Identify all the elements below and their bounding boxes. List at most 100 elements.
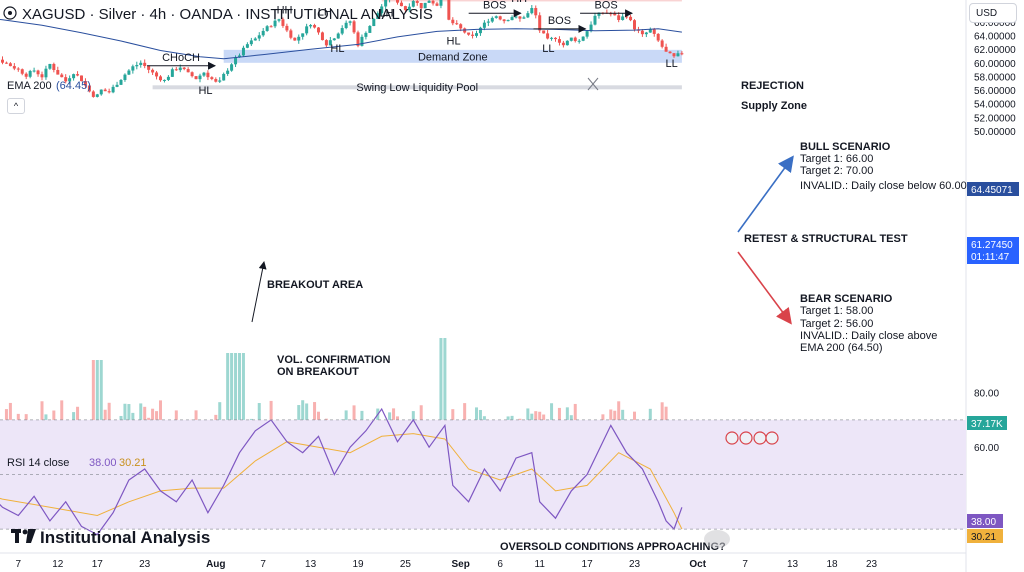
price-tick-label: 54.00000	[974, 100, 1016, 111]
candle	[550, 37, 554, 39]
signal-label: BOS	[483, 0, 506, 11]
oversold-label: OVERSOLD CONDITIONS APPROACHING?	[500, 541, 726, 553]
candle	[668, 51, 672, 54]
time-tick-label: 6	[497, 559, 503, 570]
zone-liquidity	[152, 85, 682, 90]
oversold-highlight	[704, 530, 730, 548]
candle	[435, 3, 439, 6]
candle	[317, 27, 320, 33]
signal-label: CHoCH	[162, 52, 200, 64]
candle	[107, 91, 111, 93]
volume-bar	[95, 360, 99, 448]
svg-text:30.21: 30.21	[971, 532, 996, 543]
time-axis[interactable]: 7 12 17 23 Aug 7 13 19 25 Sep 6 11 17 23 Oct 7 13 18 23	[16, 559, 878, 570]
candle	[593, 15, 597, 25]
candle	[273, 20, 277, 27]
candle	[502, 19, 506, 22]
volume-bar	[230, 353, 234, 448]
candle	[609, 13, 613, 15]
candle	[76, 74, 80, 76]
bear-target-1: Target 1: 58.00	[800, 305, 873, 317]
candle	[214, 79, 218, 82]
candle	[557, 39, 561, 43]
candle	[565, 40, 569, 46]
volume-bar	[439, 338, 443, 448]
signal-label: BOS	[548, 15, 571, 27]
ema-200-line	[0, 19, 682, 60]
time-tick-label: 7	[16, 559, 22, 570]
time-tick-label: Aug	[206, 559, 225, 570]
candle	[676, 53, 680, 57]
candle	[64, 77, 68, 82]
currency-selector[interactable]: USD	[969, 3, 1017, 23]
rsi-line	[0, 407, 683, 536]
candle	[629, 16, 633, 21]
structure-label: LL	[542, 43, 554, 55]
candle	[482, 22, 486, 28]
last-price-badge: 61.27450 01:11:47	[967, 237, 1019, 264]
candle	[119, 80, 123, 85]
ema-legend-value: (64.45)	[56, 80, 91, 92]
svg-text:38.00: 38.00	[971, 517, 996, 528]
collapse-legend-button[interactable]: ^	[7, 98, 25, 114]
candle	[91, 91, 95, 97]
candle	[285, 25, 289, 31]
candle	[407, 6, 411, 11]
bear-arrow	[737, 251, 792, 325]
candle	[514, 16, 518, 18]
signal-label: BOS	[594, 0, 617, 11]
structure-label: LL	[666, 58, 678, 70]
candle	[455, 23, 459, 25]
event-flags-icon[interactable]	[725, 431, 779, 445]
price-tick-label: 52.00000	[974, 113, 1016, 124]
candle	[48, 63, 52, 69]
zone-label: Swing Low Liquidity Pool	[356, 82, 478, 94]
zone-demand	[223, 49, 682, 63]
candle	[52, 63, 56, 71]
candle	[340, 28, 344, 34]
rsi-ma-badge: 30.21	[967, 529, 1003, 543]
candle	[561, 42, 565, 46]
candle	[159, 76, 162, 81]
volume-bar	[226, 353, 230, 448]
candle	[486, 21, 490, 23]
volume-badge: 37.17K	[967, 416, 1007, 430]
candle	[111, 86, 115, 93]
candle	[155, 72, 159, 77]
breakout-area-label: BREAKOUT AREA	[267, 279, 363, 291]
candle	[245, 44, 249, 48]
supply-zone-side-label: Supply Zone	[741, 100, 807, 112]
candle	[348, 21, 352, 23]
candle	[241, 47, 245, 56]
volume-bar	[241, 353, 245, 448]
bear-invalidation-2: EMA 200 (64.50)	[800, 342, 883, 354]
zone-label: Demand Zone	[418, 51, 488, 63]
price-tick-label: 66.00000	[974, 18, 1016, 29]
candle	[621, 16, 625, 20]
candle	[143, 62, 147, 67]
candle	[423, 2, 427, 9]
candle	[60, 74, 64, 78]
candle	[182, 67, 186, 70]
time-tick-label: 19	[352, 559, 364, 570]
candle	[36, 70, 40, 75]
candle	[320, 32, 324, 41]
candle	[222, 73, 226, 81]
candle	[127, 70, 131, 75]
candle	[83, 81, 87, 86]
candle	[123, 74, 127, 81]
candle	[12, 66, 16, 69]
chart-settings-icon[interactable]	[3, 6, 17, 20]
candle	[542, 30, 546, 34]
bear-scenario-title: BEAR SCENARIO	[800, 293, 893, 305]
bear-target-2: Target 2: 56.00	[800, 318, 873, 330]
time-tick-label: 13	[305, 559, 317, 570]
candle	[16, 68, 20, 70]
time-tick-label: 18	[826, 559, 838, 570]
candle	[257, 35, 261, 39]
candle	[534, 8, 538, 16]
candle	[265, 26, 269, 31]
candle	[664, 46, 668, 52]
candle	[585, 31, 589, 37]
